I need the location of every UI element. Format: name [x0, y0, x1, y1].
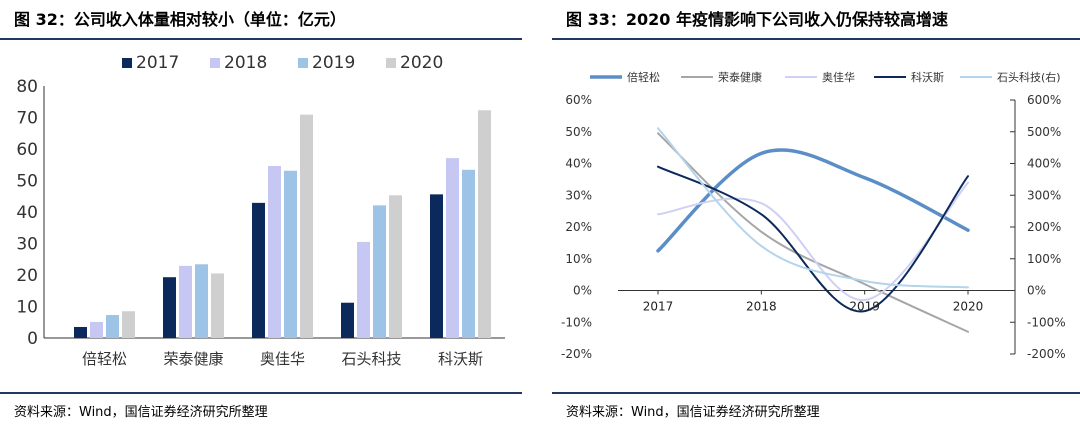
series-line-石头科技(右)	[657, 127, 969, 289]
right-source-rule	[552, 392, 1080, 394]
x-category-label: 倍轻松	[82, 350, 127, 368]
y-right-tick-label: 500%	[1027, 125, 1061, 139]
legend-swatch-2020	[386, 58, 396, 68]
y-tick-label: 10	[16, 298, 38, 318]
bar-2017-荣泰健康	[163, 277, 176, 338]
bar-2020-石头科技	[389, 195, 402, 338]
y-right-tick-label: 600%	[1027, 93, 1061, 107]
y-tick-label: 30	[16, 235, 38, 255]
bar-2017-倍轻松	[74, 326, 87, 338]
bar-2018-奥佳华	[268, 166, 281, 338]
y-right-tick-label: -200%	[1027, 347, 1066, 361]
series-line-倍轻松	[656, 148, 970, 253]
x-category-label: 荣泰健康	[163, 350, 223, 368]
y-left-tick-label: 0%	[573, 284, 592, 298]
x-category-label: 2019	[849, 300, 880, 314]
y-left-tick-label: -10%	[561, 315, 592, 329]
legend-label: 2017	[136, 53, 179, 73]
bar-2017-奥佳华	[252, 202, 265, 338]
x-category-label: 石头科技	[341, 350, 401, 368]
right-figure-panel: 图 33：2020 年疫情影响下公司收入仍保持较高增速 -20% -10% 0% 10…	[552, 0, 1080, 424]
y-left-tick-label: -20%	[561, 347, 592, 361]
bar-2018-倍轻松	[90, 321, 103, 338]
x-category-label: 科沃斯	[438, 350, 483, 368]
series-line-荣泰健康	[657, 132, 969, 333]
y-right-tick-label: 0%	[1027, 284, 1046, 298]
bar-2018-荣泰健康	[179, 265, 192, 338]
left-figure-panel: 图 32：公司收入体量相对较小（单位：亿元） 0 10 20 30 40 50 60 70 80…	[0, 0, 522, 424]
legend-label: 荣泰健康	[718, 70, 762, 84]
left-figure-title: 图 32：公司收入体量相对较小（单位：亿元）	[14, 10, 346, 29]
y-tick-label: 70	[16, 109, 38, 129]
legend-label: 倍轻松	[627, 70, 660, 84]
bar-chart: 0 10 20 30 40 50 60 70 80 倍轻松 荣泰健康 奥佳华 石头科技 科沃斯 2017 20…	[16, 53, 505, 368]
legend-swatch-2018	[210, 58, 220, 68]
y-left-tick-label: 60%	[565, 93, 592, 107]
bar-2017-科沃斯	[430, 194, 443, 338]
bar-2019-奥佳华	[284, 170, 297, 338]
right-title-rule	[552, 38, 1080, 40]
legend-swatch-2017	[122, 58, 132, 68]
y-left-tick-label: 20%	[565, 220, 592, 234]
right-figure-title: 图 33：2020 年疫情影响下公司收入仍保持较高增速	[566, 10, 948, 29]
y-right-tick-label: 100%	[1027, 252, 1061, 266]
bar-2019-倍轻松	[106, 315, 119, 338]
x-category-label: 2020	[953, 300, 984, 314]
bar-2019-荣泰健康	[195, 264, 208, 338]
x-category-label: 2017	[643, 300, 674, 314]
bar-2018-科沃斯	[446, 158, 459, 338]
legend-label: 2018	[224, 53, 267, 73]
bar-2019-石头科技	[373, 205, 386, 338]
bar-2020-科沃斯	[478, 110, 491, 338]
y-left-tick-label: 10%	[565, 252, 592, 266]
x-category-label: 奥佳华	[260, 350, 305, 368]
y-left-tick-label: 40%	[565, 157, 592, 171]
y-tick-label: 0	[27, 329, 38, 349]
legend-label: 2019	[312, 53, 355, 73]
y-tick-label: 40	[16, 203, 38, 223]
legend-label: 奥佳华	[822, 70, 855, 84]
y-tick-label: 60	[16, 140, 38, 160]
series-line-科沃斯	[657, 165, 969, 313]
legend-label: 石头科技(右)	[997, 70, 1061, 84]
y-right-tick-label: 400%	[1027, 157, 1061, 171]
bar-2020-奥佳华	[300, 114, 313, 338]
y-right-tick-label: 300%	[1027, 188, 1061, 202]
y-tick-label: 20	[16, 266, 38, 286]
y-tick-label: 80	[16, 77, 38, 97]
line-chart: -20% -10% 0% 10% 20% 30% 40% 50% 60% -200% -100% 0%…	[561, 70, 1066, 361]
bar-2020-荣泰健康	[211, 273, 224, 338]
left-title-rule	[0, 38, 522, 40]
y-right-tick-label: 200%	[1027, 220, 1061, 234]
y-left-tick-label: 50%	[565, 125, 592, 139]
right-source-note: 资料来源：Wind，国信证券经济研究所整理	[566, 405, 820, 420]
x-category-label: 2018	[746, 300, 777, 314]
y-tick-label: 50	[16, 172, 38, 192]
bar-2020-倍轻松	[122, 311, 135, 338]
bar-2017-石头科技	[341, 302, 354, 338]
y-left-tick-label: 30%	[565, 188, 592, 202]
legend-label: 2020	[400, 53, 443, 73]
legend-swatch-2019	[298, 58, 308, 68]
bar-2019-科沃斯	[462, 169, 475, 338]
legend-label: 科沃斯	[911, 70, 944, 84]
left-source-rule	[0, 392, 522, 394]
y-right-tick-label: -100%	[1027, 315, 1066, 329]
left-source-note: 资料来源：Wind，国信证券经济研究所整理	[14, 405, 268, 420]
bar-2018-石头科技	[357, 241, 370, 338]
